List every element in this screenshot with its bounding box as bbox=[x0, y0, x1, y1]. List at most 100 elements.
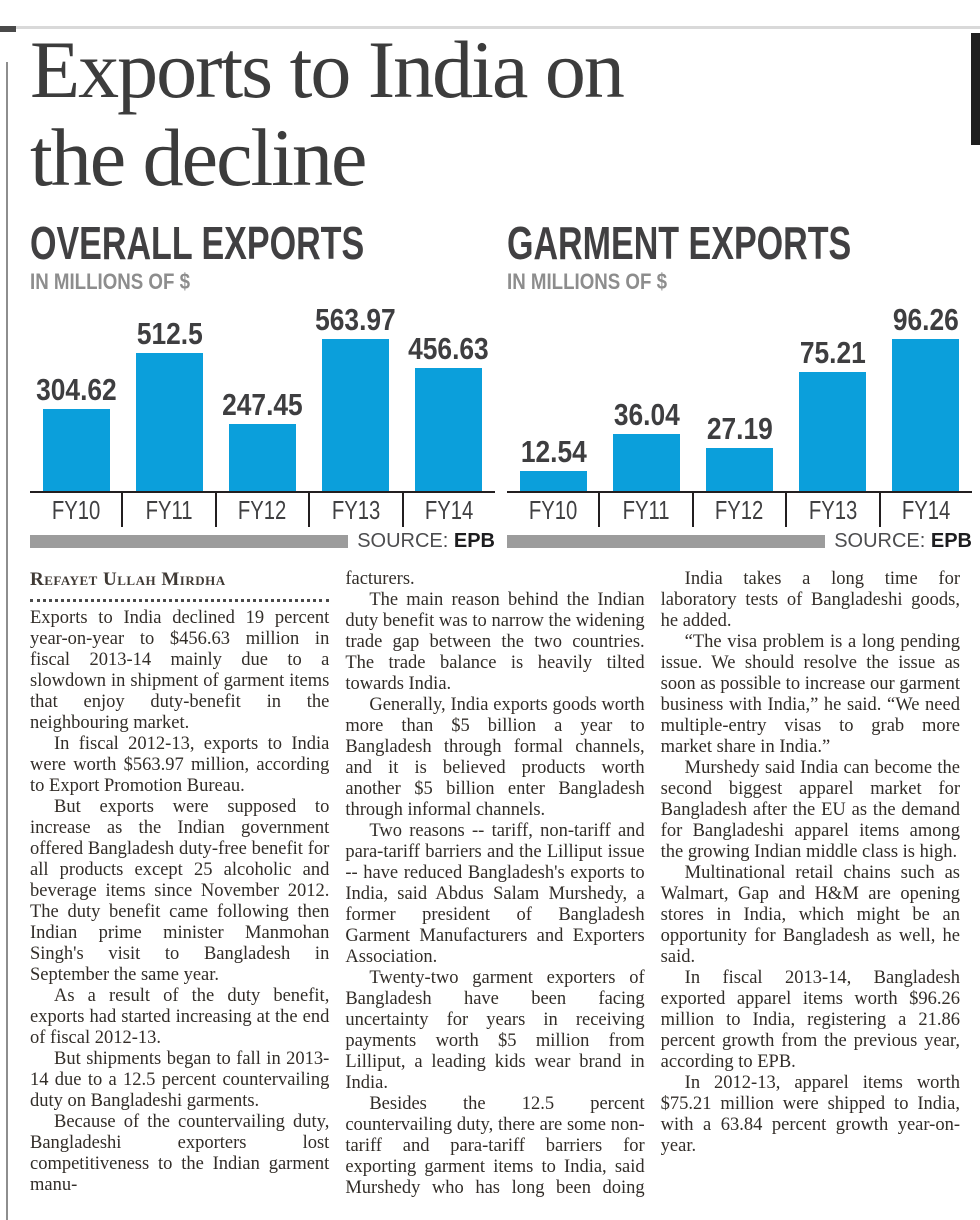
bar-value-text: 563.97 bbox=[315, 302, 396, 337]
paragraph: Twenty-two garment exporters of Banglade… bbox=[345, 968, 645, 1093]
article-body: Refayet Ullah Mirdha Exports to India de… bbox=[30, 569, 960, 1199]
bar bbox=[229, 424, 296, 491]
bar-slot: 12.54 bbox=[507, 436, 600, 491]
charts-row: OVERALL EXPORTS IN MILLIONS OF $ 304.62 5… bbox=[30, 220, 972, 553]
paragraph: But shipments began to fall in 2013-14 d… bbox=[30, 1049, 330, 1111]
bar-slot: 247.45 bbox=[216, 389, 309, 491]
bar-value-text: 12.54 bbox=[520, 434, 587, 469]
article-column-1: Refayet Ullah Mirdha Exports to India de… bbox=[30, 569, 330, 1199]
paragraph: In fiscal 2013-14, Bangladesh exported a… bbox=[660, 968, 960, 1072]
paragraph: The main reason behind the Indian duty b… bbox=[345, 590, 645, 694]
bar bbox=[322, 339, 389, 491]
bar bbox=[613, 434, 680, 491]
category-label-text: FY12 bbox=[238, 495, 287, 525]
bar-plot: 304.62 512.5 247.45 563.97 456.63 bbox=[30, 299, 495, 493]
paragraph: Besides the 12.5 percent countervailing … bbox=[345, 1094, 645, 1198]
category-axis: FY10 FY11 FY12 FY13 FY14 bbox=[507, 493, 972, 527]
category-label-text: FY14 bbox=[902, 495, 951, 525]
bar-slot: 456.63 bbox=[402, 333, 495, 491]
bar-value-label: 36.04 bbox=[608, 399, 686, 431]
paragraph: Murshedy said India can become the secon… bbox=[660, 758, 960, 862]
chart-subtitle: IN MILLIONS OF $ bbox=[30, 269, 495, 295]
chart-subtitle-text: IN MILLIONS OF $ bbox=[507, 269, 667, 294]
paragraph: India takes a long time for laboratory t… bbox=[660, 569, 960, 631]
scan-corner-mark bbox=[0, 26, 16, 32]
adjacent-column-edge bbox=[971, 33, 980, 145]
category-label: FY12 bbox=[214, 493, 308, 527]
bar bbox=[136, 353, 203, 491]
bar-value-label: 456.63 bbox=[401, 333, 496, 365]
bar-value-label: 512.5 bbox=[131, 318, 209, 350]
bar-value-text: 96.26 bbox=[892, 302, 959, 337]
category-label-text: FY11 bbox=[622, 495, 670, 525]
category-label-text: FY13 bbox=[808, 495, 858, 525]
paragraph: facturers. bbox=[345, 569, 415, 589]
source-bar bbox=[507, 535, 826, 548]
bar-slot: 75.21 bbox=[786, 337, 879, 491]
bar bbox=[799, 372, 866, 491]
page-top-edge bbox=[0, 26, 980, 29]
chart-subtitle-text: IN MILLIONS OF $ bbox=[30, 269, 190, 294]
category-label: FY13 bbox=[785, 493, 878, 527]
chart-title-text: OVERALL EXPORTS bbox=[30, 217, 365, 269]
bar-value-text: 27.19 bbox=[706, 411, 773, 446]
chart-subtitle: IN MILLIONS OF $ bbox=[507, 269, 972, 295]
source-name: EPB bbox=[930, 530, 972, 552]
source-bar bbox=[30, 535, 349, 548]
category-label-text: FY10 bbox=[51, 495, 100, 525]
source-name: EPB bbox=[453, 530, 495, 552]
bar bbox=[892, 339, 959, 491]
bar-value-label: 75.21 bbox=[794, 337, 872, 369]
paragraph: As a result of the duty benefit, exports… bbox=[30, 986, 330, 1048]
category-label: FY10 bbox=[30, 493, 121, 527]
category-axis: FY10 FY11 FY12 FY13 FY14 bbox=[30, 493, 495, 527]
bar-value-label: 96.26 bbox=[887, 304, 965, 336]
category-label-text: FY12 bbox=[715, 495, 764, 525]
category-label: FY12 bbox=[691, 493, 785, 527]
category-label-text: FY11 bbox=[145, 495, 193, 525]
bar-plot: 12.54 36.04 27.19 75.21 96.26 bbox=[507, 299, 972, 493]
bar-slot: 36.04 bbox=[600, 399, 693, 491]
paragraph: Exports to India declined 19 percent yea… bbox=[30, 608, 330, 733]
source-row: SOURCE: EPB bbox=[30, 530, 495, 553]
bar-slot: 563.97 bbox=[309, 304, 402, 491]
bar-value-text: 36.04 bbox=[613, 397, 680, 432]
category-label: FY11 bbox=[598, 493, 691, 527]
source-label: SOURCE: EPB bbox=[357, 530, 495, 553]
bar-slot: 96.26 bbox=[879, 304, 972, 491]
headline-line-2: the decline bbox=[30, 112, 367, 203]
newspaper-page: { "headline": { "line1": "Exports to Ind… bbox=[0, 26, 980, 1220]
bar-value-text: 75.21 bbox=[799, 335, 866, 370]
bar-value-text: 512.5 bbox=[136, 316, 203, 351]
category-label: FY14 bbox=[401, 493, 495, 527]
paragraph: In fiscal 2012-13, exports to India were… bbox=[30, 734, 330, 796]
column-rule-left bbox=[6, 62, 8, 1220]
paragraph: Generally, India exports goods worth mor… bbox=[345, 695, 645, 820]
category-label: FY11 bbox=[121, 493, 214, 527]
chart-garment-exports: GARMENT EXPORTS IN MILLIONS OF $ 12.54 36… bbox=[507, 220, 972, 553]
article-headline: Exports to India on the decline bbox=[30, 26, 970, 202]
byline: Refayet Ullah Mirdha bbox=[30, 569, 226, 590]
paragraph-group: India takes a long time for laboratory t… bbox=[661, 569, 960, 1157]
source-label: SOURCE: EPB bbox=[834, 530, 972, 553]
category-label: FY10 bbox=[507, 493, 598, 527]
chart-title: GARMENT EXPORTS bbox=[507, 220, 972, 266]
article-column-2: facturers. The main reason behind the Ind… bbox=[345, 569, 644, 1199]
chart-title: OVERALL EXPORTS bbox=[30, 220, 495, 266]
bar-slot: 512.5 bbox=[123, 318, 216, 491]
bar bbox=[43, 409, 110, 491]
category-label-text: FY13 bbox=[331, 495, 381, 525]
bar-value-label: 247.45 bbox=[215, 389, 310, 421]
category-label-text: FY10 bbox=[528, 495, 577, 525]
bar bbox=[706, 448, 773, 491]
paragraph: Multinational retail chains such as Walm… bbox=[660, 863, 960, 967]
paragraph: Because of the countervailing duty, Bang… bbox=[30, 1112, 330, 1195]
bar-value-label: 27.19 bbox=[701, 413, 779, 445]
paragraph: Two reasons -- tariff, non-tariff and pa… bbox=[345, 821, 645, 967]
article-column-3: India takes a long time for laboratory t… bbox=[661, 569, 960, 1199]
paragraph: “The visa problem is a long pending issu… bbox=[660, 632, 960, 757]
category-label: FY14 bbox=[878, 493, 972, 527]
bar-slot: 27.19 bbox=[693, 413, 786, 491]
paragraph-group: facturers. The main reason behind the Ind… bbox=[345, 569, 644, 1199]
bar-value-label: 563.97 bbox=[308, 304, 403, 336]
